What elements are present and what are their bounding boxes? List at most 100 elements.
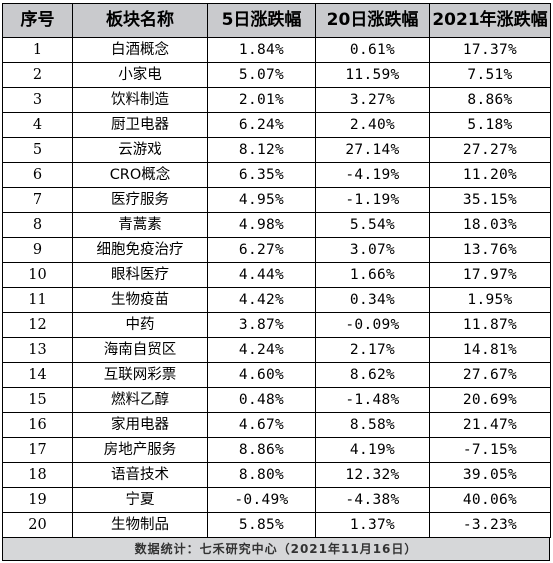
change-2021-cell: 17.37%: [429, 37, 551, 63]
change-2021-cell: -7.15%: [429, 437, 551, 463]
index-cell: 10: [2, 262, 73, 288]
change-2021-cell: 40.06%: [429, 487, 551, 513]
sector-name-cell: 厨卫电器: [72, 112, 208, 138]
source-footer: 数据统计：七禾研究中心（2021年11月16日）: [2, 538, 550, 561]
change-5day-cell: 4.98%: [207, 212, 316, 238]
index-cell: 4: [2, 112, 73, 138]
change-5day-cell: 4.95%: [207, 187, 316, 213]
change-2021-cell: 35.15%: [429, 187, 551, 213]
change-5day-cell: 4.24%: [207, 337, 316, 363]
index-cell: 19: [2, 487, 73, 513]
table-row: 10 眼科医疗 4.44% 1.66% 17.97%: [2, 262, 551, 288]
change-20day-cell: 8.58%: [315, 412, 430, 438]
change-20day-cell: 0.34%: [315, 287, 430, 313]
sector-name-cell: 中药: [72, 312, 208, 338]
change-2021-cell: 11.20%: [429, 162, 551, 188]
sector-name-cell: 燃料乙醇: [72, 387, 208, 413]
sector-name-cell: 小家电: [72, 62, 208, 88]
table-row: 20 生物制品 5.85% 1.37% -3.23%: [2, 512, 551, 538]
index-cell: 8: [2, 212, 73, 238]
change-2021-cell: 18.03%: [429, 212, 551, 238]
change-2021-cell: 27.27%: [429, 137, 551, 163]
header-sector-name: 板块名称: [72, 3, 208, 38]
change-2021-cell: -3.23%: [429, 512, 551, 538]
table-row: 1 白酒概念 1.84% 0.61% 17.37%: [2, 37, 551, 63]
index-cell: 5: [2, 137, 73, 163]
table-row: 5 云游戏 8.12% 27.14% 27.27%: [2, 137, 551, 163]
change-5day-cell: 4.44%: [207, 262, 316, 288]
sector-name-cell: 细胞免疫治疗: [72, 237, 208, 263]
table-row: 19 宁夏 -0.49% -4.38% 40.06%: [2, 487, 551, 513]
change-2021-cell: 11.87%: [429, 312, 551, 338]
table-row: 3 饮料制造 2.01% 3.27% 8.86%: [2, 87, 551, 113]
change-20day-cell: -1.48%: [315, 387, 430, 413]
index-cell: 12: [2, 312, 73, 338]
sector-name-cell: 青蒿素: [72, 212, 208, 238]
sector-name-cell: 饮料制造: [72, 87, 208, 113]
sector-name-cell: 房地产服务: [72, 437, 208, 463]
change-20day-cell: 2.40%: [315, 112, 430, 138]
index-cell: 11: [2, 287, 73, 313]
table-row: 6 CRO概念 6.35% -4.19% 11.20%: [2, 162, 551, 188]
sector-name-cell: 海南自贸区: [72, 337, 208, 363]
change-5day-cell: 4.60%: [207, 362, 316, 388]
change-20day-cell: 1.37%: [315, 512, 430, 538]
change-20day-cell: 11.59%: [315, 62, 430, 88]
change-20day-cell: 4.19%: [315, 437, 430, 463]
index-cell: 18: [2, 462, 73, 488]
table-row: 18 语音技术 8.80% 12.32% 39.05%: [2, 462, 551, 488]
change-5day-cell: 5.07%: [207, 62, 316, 88]
index-cell: 15: [2, 387, 73, 413]
change-20day-cell: 3.27%: [315, 87, 430, 113]
index-cell: 2: [2, 62, 73, 88]
change-5day-cell: 1.84%: [207, 37, 316, 63]
change-2021-cell: 20.69%: [429, 387, 551, 413]
change-2021-cell: 39.05%: [429, 462, 551, 488]
change-5day-cell: 8.86%: [207, 437, 316, 463]
sector-name-cell: 生物疫苗: [72, 287, 208, 313]
change-5day-cell: 4.67%: [207, 412, 316, 438]
sector-name-cell: 白酒概念: [72, 37, 208, 63]
change-5day-cell: -0.49%: [207, 487, 316, 513]
index-cell: 7: [2, 187, 73, 213]
change-5day-cell: 3.87%: [207, 312, 316, 338]
change-2021-cell: 8.86%: [429, 87, 551, 113]
sector-name-cell: 互联网彩票: [72, 362, 208, 388]
change-2021-cell: 17.97%: [429, 262, 551, 288]
table-row: 11 生物疫苗 4.42% 0.34% 1.95%: [2, 287, 551, 313]
change-20day-cell: 8.62%: [315, 362, 430, 388]
sector-name-cell: 家用电器: [72, 412, 208, 438]
change-20day-cell: -0.09%: [315, 312, 430, 338]
change-2021-cell: 13.76%: [429, 237, 551, 263]
sector-name-cell: CRO概念: [72, 162, 208, 188]
header-index: 序号: [2, 3, 73, 38]
sector-name-cell: 语音技术: [72, 462, 208, 488]
sector-name-cell: 生物制品: [72, 512, 208, 538]
index-cell: 17: [2, 437, 73, 463]
change-20day-cell: 12.32%: [315, 462, 430, 488]
sector-name-cell: 医疗服务: [72, 187, 208, 213]
table-row: 2 小家电 5.07% 11.59% 7.51%: [2, 62, 551, 88]
sector-name-cell: 宁夏: [72, 487, 208, 513]
change-20day-cell: -4.38%: [315, 487, 430, 513]
change-2021-cell: 1.95%: [429, 287, 551, 313]
table-row: 9 细胞免疫治疗 6.27% 3.07% 13.76%: [2, 237, 551, 263]
index-cell: 1: [2, 37, 73, 63]
sector-name-cell: 云游戏: [72, 137, 208, 163]
change-20day-cell: -4.19%: [315, 162, 430, 188]
change-2021-cell: 21.47%: [429, 412, 551, 438]
change-5day-cell: 8.12%: [207, 137, 316, 163]
index-cell: 14: [2, 362, 73, 388]
header-20day-change: 20日涨跌幅: [315, 3, 430, 38]
change-5day-cell: 6.24%: [207, 112, 316, 138]
change-20day-cell: 1.66%: [315, 262, 430, 288]
header-row: 序号 板块名称 5日涨跌幅 20日涨跌幅 2021年涨跌幅: [2, 3, 551, 38]
change-5day-cell: 8.80%: [207, 462, 316, 488]
table-row: 17 房地产服务 8.86% 4.19% -7.15%: [2, 437, 551, 463]
change-5day-cell: 0.48%: [207, 387, 316, 413]
change-5day-cell: 4.42%: [207, 287, 316, 313]
change-5day-cell: 6.27%: [207, 237, 316, 263]
change-5day-cell: 5.85%: [207, 512, 316, 538]
index-cell: 20: [2, 512, 73, 538]
